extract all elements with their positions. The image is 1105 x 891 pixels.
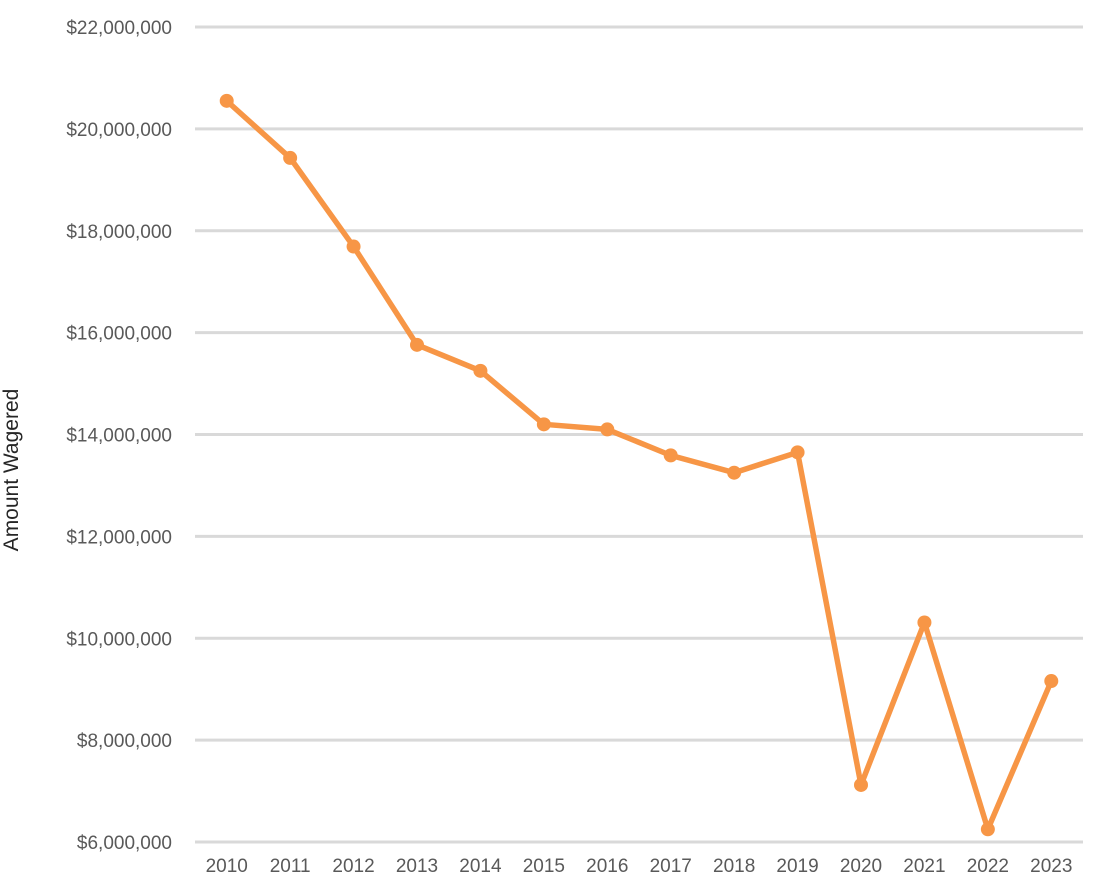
x-tick-label: 2019	[776, 856, 818, 877]
data-point-marker	[346, 239, 361, 254]
y-tick-label: $20,000,000	[66, 120, 172, 141]
data-series	[219, 93, 1059, 837]
data-point-marker	[410, 337, 424, 352]
data-point-marker	[980, 822, 995, 837]
data-point-marker	[790, 445, 805, 460]
data-point-marker	[536, 417, 551, 432]
x-tick-label: 2018	[713, 856, 755, 877]
y-axis-ticks: $6,000,000 $8,000,000 $10,000,000 $12,000,0…	[66, 18, 172, 854]
x-tick-label: 2015	[523, 856, 565, 877]
data-point-marker	[917, 615, 932, 630]
x-tick-label: 2016	[586, 856, 628, 877]
y-tick-label: $14,000,000	[66, 426, 172, 447]
x-tick-label: 2022	[967, 856, 1009, 877]
data-point-marker	[600, 422, 615, 437]
x-tick-label: 2017	[650, 856, 692, 877]
y-tick-label: $12,000,000	[66, 527, 172, 548]
x-tick-label: 2010	[206, 856, 248, 877]
data-point-marker	[854, 777, 868, 792]
y-tick-label: $10,000,000	[66, 629, 172, 650]
data-point-marker	[219, 93, 234, 108]
x-tick-label: 2023	[1030, 856, 1072, 877]
x-tick-label: 2013	[396, 856, 438, 877]
x-tick-label: 2014	[459, 856, 502, 877]
x-tick-label: 2021	[903, 856, 945, 877]
y-tick-label: $18,000,000	[66, 222, 172, 243]
x-axis-ticks: 2010 2011 2012 2013 2014 2015 2016 2017 2018 2019…	[206, 856, 1073, 877]
data-point-marker	[473, 363, 488, 378]
series-line	[224, 98, 1054, 833]
x-tick-label: 2011	[270, 856, 311, 877]
data-point-marker	[1044, 674, 1059, 689]
data-point-marker	[663, 448, 678, 463]
y-tick-label: $22,000,000	[66, 18, 172, 39]
y-tick-label: $8,000,000	[77, 731, 172, 752]
y-tick-label: $6,000,000	[77, 833, 172, 854]
data-point-marker	[283, 150, 298, 165]
gridlines	[195, 25, 1083, 844]
y-axis-title: Amount Wagered	[0, 389, 23, 552]
x-tick-label: 2012	[332, 856, 374, 877]
y-tick-label: $16,000,000	[66, 324, 172, 345]
data-point-marker	[727, 465, 742, 480]
x-tick-label: 2020	[840, 856, 882, 877]
